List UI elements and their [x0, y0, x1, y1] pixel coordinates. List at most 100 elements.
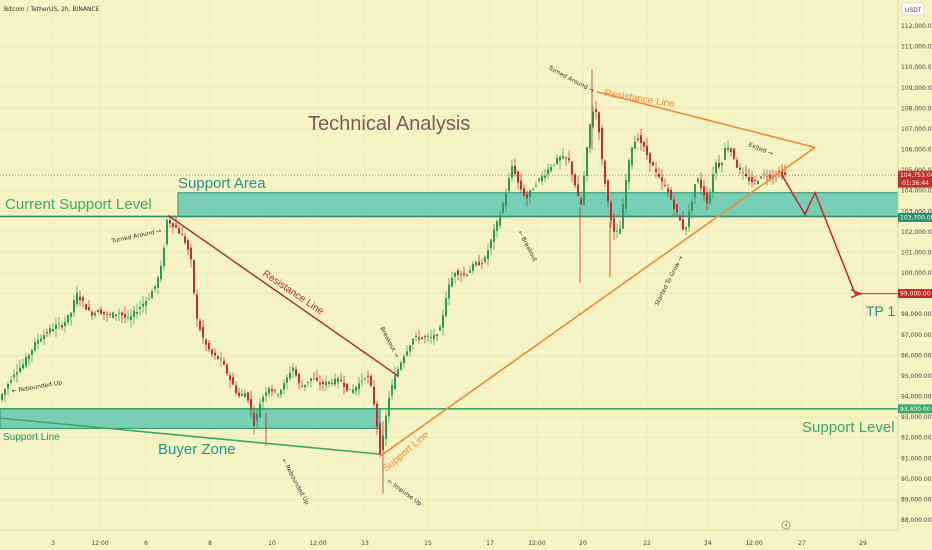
currency-button[interactable] — [901, 2, 925, 16]
candle-body — [364, 378, 366, 380]
candle-body — [394, 375, 396, 389]
candle-body — [16, 372, 18, 375]
buyer-zone[interactable] — [0, 408, 381, 429]
candle-body — [130, 316, 132, 320]
candle-body — [292, 367, 294, 371]
projected-path[interactable] — [781, 174, 862, 295]
candle-body — [310, 378, 312, 381]
candle-body — [403, 356, 405, 364]
price-axis-bg — [898, 0, 932, 550]
candle-body — [595, 109, 597, 112]
candle-body — [346, 383, 348, 391]
price-tag-label: 103,700.00 — [900, 214, 932, 221]
candle-body — [301, 386, 303, 387]
candle-body — [385, 415, 387, 440]
candle-body — [199, 321, 201, 330]
candle-body — [13, 374, 15, 378]
candle-body — [490, 239, 492, 249]
candle-body — [157, 277, 159, 288]
candle-body — [766, 176, 768, 178]
candle-body — [163, 248, 165, 267]
candle-body — [778, 170, 780, 172]
candle-body — [478, 261, 480, 266]
resistance-line-left[interactable] — [167, 214, 399, 377]
price-tag — [898, 170, 932, 188]
candle-body — [304, 384, 306, 388]
candle-body — [559, 156, 561, 161]
candle-body — [433, 334, 435, 340]
candle-body — [97, 310, 99, 313]
y-tick-label: 95,000.00 — [901, 373, 932, 380]
candle-body — [58, 323, 60, 325]
candle-body — [151, 291, 153, 299]
candle-body — [43, 335, 45, 340]
candle-body — [352, 389, 354, 394]
candle-body — [493, 229, 495, 242]
candle-body — [655, 168, 657, 172]
candle-body — [508, 178, 510, 192]
y-tick-label: 90,000.00 — [901, 476, 932, 483]
y-tick-label: 107,000.00 — [901, 126, 932, 133]
candle-body — [133, 310, 135, 318]
y-tick-label: 104,000.00 — [901, 188, 932, 195]
candle-body — [700, 179, 702, 189]
resistance-line-right[interactable] — [596, 91, 816, 149]
candle-body — [109, 314, 111, 315]
y-tick-label: 103,000.00 — [901, 208, 932, 215]
candle-body — [586, 147, 588, 177]
candle-body — [733, 148, 735, 159]
candle-body — [619, 228, 621, 234]
candle-body — [154, 285, 156, 289]
candle-body — [187, 240, 189, 250]
candle-body — [457, 270, 459, 276]
x-tick-label: 22 — [643, 540, 651, 547]
candle-body — [475, 262, 477, 266]
candle-body — [277, 394, 279, 396]
candle-body — [40, 338, 42, 342]
support-line-left[interactable] — [0, 417, 381, 455]
candle-body — [610, 202, 612, 221]
candle-body — [505, 193, 507, 206]
candle-body — [223, 360, 225, 365]
support-area-label: Support Area — [178, 175, 266, 192]
lightning-icon[interactable] — [781, 520, 791, 530]
candle-body — [178, 228, 180, 234]
x-tick-label: 12:00 — [91, 540, 108, 547]
support-area-zone[interactable] — [177, 192, 899, 217]
tp1-label: TP 1 — [866, 303, 896, 319]
candle-body — [76, 292, 78, 305]
candle-body — [208, 342, 210, 350]
support-line-right[interactable] — [379, 146, 816, 457]
candle-body — [667, 188, 669, 192]
support-level-label: Support Level — [802, 419, 895, 436]
impulse-up-note: ← Impulse Up — [386, 478, 423, 508]
candle-body — [760, 176, 762, 178]
x-tick-label: 8 — [208, 540, 212, 547]
candle-body — [307, 381, 309, 383]
candle-body — [160, 265, 162, 280]
candle-body — [574, 174, 576, 186]
price-tag — [898, 289, 932, 299]
chart-title: Technical Analysis — [308, 113, 470, 135]
y-tick-label: 106,000.00 — [901, 147, 932, 154]
candle-body — [712, 174, 714, 193]
candle-body — [745, 173, 747, 177]
candle-body — [61, 325, 63, 328]
resistance-line-left-label: Resistance Line — [260, 268, 326, 317]
candle-body — [754, 180, 756, 181]
candle-body — [670, 190, 672, 200]
candle-body — [166, 219, 168, 245]
candle-body — [232, 377, 234, 385]
candle-body — [583, 175, 585, 205]
y-tick-label: 92,000.00 — [901, 435, 932, 442]
candle-body — [532, 188, 534, 191]
candle-body — [604, 161, 606, 184]
candle-body — [1, 393, 3, 400]
candle-body — [529, 190, 531, 197]
started-to-grow-note: Started To Grow → — [654, 255, 685, 307]
x-tick-label: 12:00 — [309, 540, 326, 547]
candle-body — [127, 317, 129, 319]
candle-body — [202, 326, 204, 338]
